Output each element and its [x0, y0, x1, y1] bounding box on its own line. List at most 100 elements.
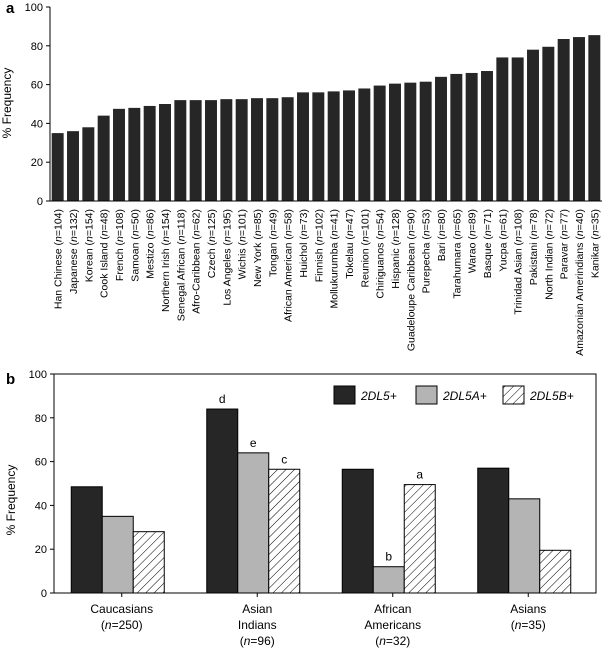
- panel-a-x-tick-label: Finnish (n=102): [313, 209, 325, 282]
- panel-a-x-tick-label: Yucpa (n=61): [497, 209, 509, 272]
- panel-a-bars: [51, 35, 601, 202]
- panel-a-bar: [465, 72, 478, 202]
- panel-b-bar: [372, 566, 405, 594]
- panel-a-bar: [327, 91, 340, 201]
- panel-b-bar-letter: b: [385, 550, 392, 564]
- panel-b-bar: [341, 468, 374, 594]
- panel-b-bar: [403, 484, 436, 594]
- panel-a-x-tick-label: Samoan (n=50): [129, 209, 141, 282]
- panel-a-bar: [51, 133, 64, 201]
- panel-b-y-axis-title: % Frequency: [4, 465, 18, 536]
- panel-a-x-tick-label: Senegal African (n=118): [175, 209, 187, 321]
- panel-a-letter: a: [6, 0, 15, 17]
- panel-a-x-tick-label: Kanikar (n=35): [589, 209, 601, 278]
- panel-a-bar: [189, 100, 202, 201]
- panel-a-chart: a % Frequency 0 20 40 60 80 100 Han Chinese (…: [0, 0, 602, 356]
- panel-a-x-tick-label: Mestizo (n=86): [145, 209, 157, 279]
- panel-a-bar: [527, 49, 539, 202]
- panel-a-y-tick-label: 60: [31, 80, 43, 92]
- panel-a-bar: [496, 57, 509, 201]
- panel-a-x-tick-label: New York (n=85): [252, 209, 264, 287]
- panel-b-group-n-label: (n=35): [511, 618, 546, 632]
- panel-b-bar: [70, 486, 103, 594]
- panel-a-bar: [404, 82, 417, 201]
- panel-a-x-tick-label: Huichol (n=73): [298, 209, 310, 278]
- panel-b-y-tick-label: 60: [35, 457, 47, 469]
- panel-b-bar: [477, 467, 510, 594]
- panel-b-bar-letter: e: [250, 436, 257, 450]
- panel-b-y-tick-label: 80: [35, 413, 47, 425]
- panel-b-legend-swatch: [333, 385, 356, 405]
- panel-b-group-n-label: (n=96): [240, 634, 275, 648]
- panel-a-bar: [358, 88, 371, 201]
- panel-a-x-tick-label: Purepecha (n=53): [421, 209, 433, 293]
- panel-a-x-tick-label: Guadeloupe Caribbean (n=90): [405, 209, 417, 351]
- panel-b-group-n-label: (n=32): [375, 634, 410, 648]
- panel-a-bar: [511, 57, 524, 201]
- panel-a-bar: [128, 107, 141, 201]
- panel-a-x-tick-label: Northern Irish (n=154): [160, 209, 172, 312]
- panel-a-bar: [205, 100, 217, 201]
- panel-a-bar: [312, 92, 325, 201]
- panel-a-x-tick-label: Tongan (n=49): [267, 209, 279, 277]
- panel-a-bar: [220, 99, 233, 201]
- panel-a-bar: [343, 90, 355, 201]
- panel-a-bar: [82, 127, 95, 201]
- panel-a-bar: [143, 105, 156, 201]
- panel-a-x-tick-label: Basque (n=71): [482, 209, 494, 278]
- panel-b-y-tick-label: 100: [29, 369, 47, 381]
- panel-b-y-tick-label: 0: [41, 588, 47, 600]
- panel-b-bar-letter: a: [416, 468, 423, 482]
- panel-b-legend-swatch: [415, 385, 438, 405]
- panel-b-y-tick-label: 40: [35, 500, 47, 512]
- panel-a-bar: [113, 108, 125, 201]
- panel-a-x-tick-label: Reunion (n=101): [359, 209, 371, 288]
- panel-b-bar-letter: d: [219, 392, 226, 406]
- panel-b-group-label: Americans: [364, 618, 421, 632]
- panel-b-group-label: Caucasians: [90, 602, 153, 616]
- panel-b-bar: [539, 549, 572, 594]
- panel-a-x-tick-label: French (n=108): [114, 209, 126, 281]
- panel-a-bar: [389, 83, 401, 201]
- panel-a-x-tick-label: Wichis (n=101): [237, 209, 249, 279]
- panel-a-x-labels: Han Chinese (n=104)Japanese (n=132)Korea…: [53, 209, 602, 356]
- panel-a-bar: [435, 76, 447, 201]
- panel-b-bars: [70, 408, 572, 594]
- panel-a-bar: [419, 81, 432, 201]
- panel-a-bar: [251, 98, 263, 201]
- panel-b-group-label: Indians: [238, 618, 277, 632]
- panel-a-bar: [557, 39, 570, 202]
- panel-b-letter: b: [6, 371, 15, 388]
- panel-b-bar-letter: c: [281, 452, 287, 466]
- panel-a-bar: [588, 35, 601, 201]
- panel-a-x-tick-label: Japanese (n=132): [68, 209, 80, 294]
- panel-b-legend-label: 2DL5B+: [529, 389, 574, 403]
- panel-b-bar: [206, 408, 239, 594]
- panel-a-x-tick-label: Trinidad Asian (n=108): [513, 209, 525, 315]
- panel-a-x-tick-label: Tarahumara (n=65): [451, 209, 463, 299]
- panel-a-x-tick-label: Han Chinese (n=104): [53, 209, 65, 309]
- panel-b-legend-label: 2DL5+: [360, 389, 397, 403]
- panel-a-y-tick-label: 100: [25, 2, 43, 14]
- panel-a-bar: [159, 104, 171, 201]
- panel-a-bar: [573, 37, 585, 201]
- panel-a-bar: [174, 100, 187, 201]
- panel-a-y-tick-label: 40: [31, 118, 43, 130]
- panel-b-bar: [237, 452, 270, 594]
- panel-b-bar: [101, 515, 134, 594]
- panel-b-group-label: African: [374, 602, 411, 616]
- panel-a-bar: [97, 115, 110, 201]
- panel-b-group-label: Asians: [510, 602, 546, 616]
- panel-a-bar: [481, 71, 493, 202]
- panel-a-x-tick-label: Cook Island (n=48): [99, 209, 111, 298]
- panel-b-legend-swatch: [502, 385, 525, 405]
- panel-a-bar: [67, 131, 79, 201]
- panel-a-x-tick-label: Amazonian Amerindians (n=40): [574, 209, 586, 356]
- panel-a-x-tick-label: Mollukurumba (n=41): [329, 209, 341, 309]
- panel-a-y-tick-label: 20: [31, 157, 43, 169]
- panel-a-x-tick-label: Afro-Caribbean (n=62): [191, 209, 203, 314]
- panel-b-y-ticks: 0 20 40 60 80 100: [29, 369, 54, 600]
- panel-b-bar: [132, 531, 165, 594]
- panel-a-x-tick-label: Hispanic (n=128): [390, 209, 402, 289]
